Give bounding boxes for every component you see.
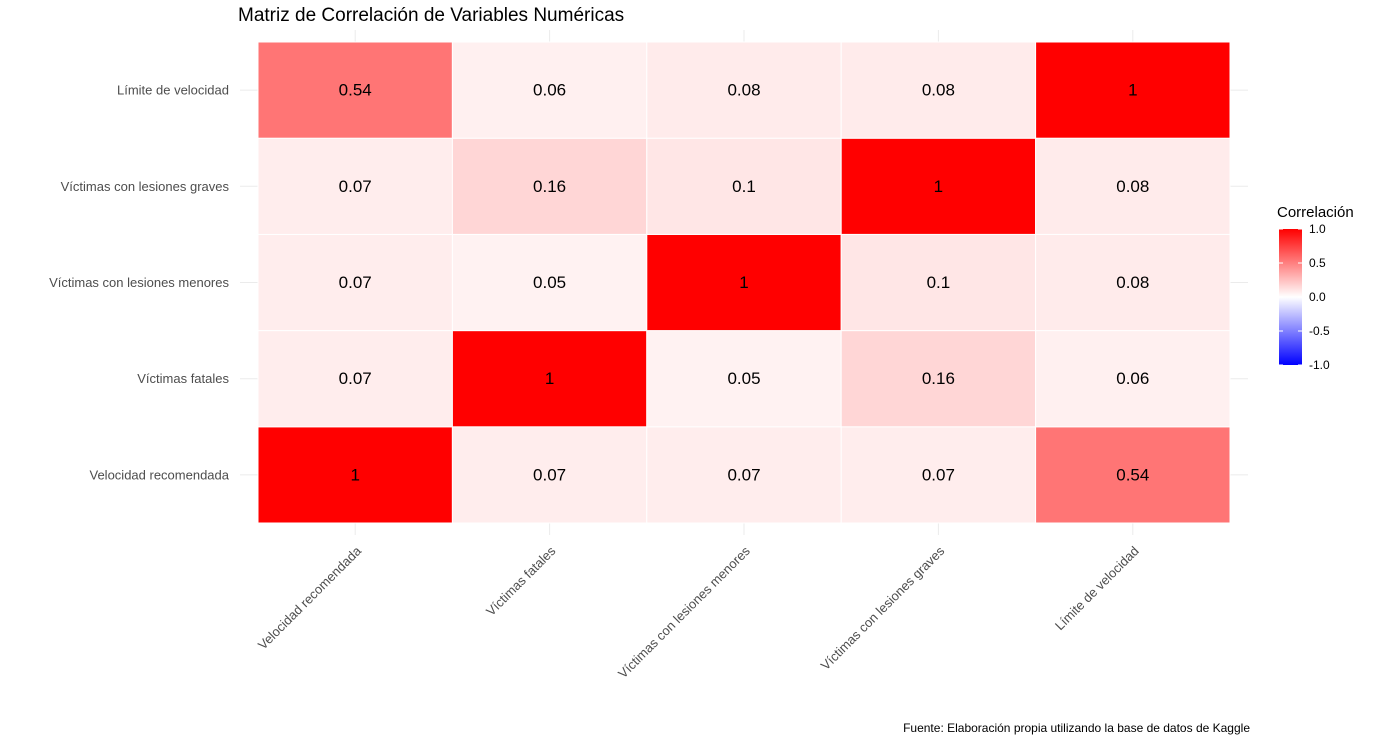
cell-value-label: 0.06 bbox=[1116, 369, 1149, 388]
legend-tick-label: -1.0 bbox=[1309, 358, 1330, 372]
heatmap-cell bbox=[451, 233, 648, 332]
heatmap-cell bbox=[646, 41, 842, 139]
cell-value-label: 0.16 bbox=[922, 369, 955, 388]
legend-tick-label: 0.5 bbox=[1309, 256, 1326, 270]
y-axis: Velocidad recomendada Víctimas fatales Víc… bbox=[49, 83, 230, 483]
chart-caption: Fuente: Elaboración propia utilizando la… bbox=[903, 721, 1250, 735]
legend: Correlación 1.0 0.5 0.0 -0.5 -1.0 bbox=[1277, 204, 1354, 372]
heatmap-cell bbox=[1035, 41, 1231, 139]
cell-value-label: 0.07 bbox=[339, 177, 372, 196]
heatmap-cell bbox=[646, 233, 842, 332]
y-tick-label: Víctimas con lesiones graves bbox=[61, 179, 230, 194]
legend-tick-label: 1.0 bbox=[1309, 222, 1326, 236]
heatmap-cell bbox=[257, 233, 453, 332]
x-tick-label: Límite de velocidad bbox=[1052, 543, 1142, 633]
heatmap-cell bbox=[451, 137, 648, 235]
heatmap-cell bbox=[451, 426, 648, 524]
cell-value-label: 0.05 bbox=[533, 273, 566, 292]
x-axis: Velocidad recomendada Víctimas fatales Víc… bbox=[255, 543, 1142, 681]
x-tick-label: Víctimas con lesiones menores bbox=[615, 543, 753, 681]
heatmap-cell bbox=[257, 330, 453, 428]
cell-value-label: 1 bbox=[1128, 81, 1137, 100]
heatmap-cell bbox=[840, 426, 1037, 524]
heatmap-cell bbox=[646, 330, 842, 428]
heatmap-cell bbox=[451, 41, 648, 139]
cell-value-label: 1 bbox=[545, 369, 554, 388]
cell-value-label: 1 bbox=[350, 465, 359, 484]
y-tick-label: Víctimas con lesiones menores bbox=[49, 275, 229, 290]
cell-value-label: 0.06 bbox=[533, 81, 566, 100]
cell-value-label: 0.07 bbox=[727, 465, 760, 484]
legend-title: Correlación bbox=[1277, 204, 1354, 221]
legend-ticks: 1.0 0.5 0.0 -0.5 -1.0 bbox=[1279, 222, 1330, 372]
legend-colorbar bbox=[1279, 229, 1302, 365]
cell-value-label: 0.08 bbox=[922, 81, 955, 100]
legend-tick-label: -0.5 bbox=[1309, 324, 1330, 338]
cell-value-label: 0.16 bbox=[533, 177, 566, 196]
y-tick-label: Límite de velocidad bbox=[117, 83, 229, 98]
y-tick-label: Velocidad recomendada bbox=[90, 467, 230, 482]
legend-tick-label: 0.0 bbox=[1309, 290, 1326, 304]
x-tick-label: Víctimas con lesiones graves bbox=[818, 543, 948, 673]
cell-value-label: 0.05 bbox=[727, 369, 760, 388]
heatmap-cell bbox=[840, 137, 1037, 235]
cell-value-label: 0.1 bbox=[732, 177, 756, 196]
heatmap-cell bbox=[1035, 137, 1231, 235]
heatmap-cell bbox=[646, 426, 842, 524]
heatmap-cell bbox=[257, 137, 453, 235]
heatmap-cell bbox=[1035, 330, 1231, 428]
heatmap-cell bbox=[840, 41, 1037, 139]
cell-value-label: 0.07 bbox=[339, 369, 372, 388]
cell-value-label: 0.07 bbox=[339, 273, 372, 292]
cell-value-label: 0.08 bbox=[1116, 177, 1149, 196]
heatmap-cell bbox=[257, 41, 453, 139]
heatmap-cell-labels: 1 0.07 0.07 0.07 0.54 0.07 1 0.05 0.16 0.06 0.07 0.… bbox=[339, 81, 1150, 485]
cell-value-label: 0.08 bbox=[1116, 273, 1149, 292]
cell-value-label: 0.54 bbox=[1116, 465, 1149, 484]
cell-value-label: 1 bbox=[739, 273, 748, 292]
cell-value-label: 0.54 bbox=[339, 81, 372, 100]
heatmap-cell bbox=[451, 330, 648, 428]
cell-value-label: 0.07 bbox=[533, 465, 566, 484]
heatmap-cell bbox=[840, 330, 1037, 428]
cell-value-label: 0.1 bbox=[927, 273, 951, 292]
cell-value-label: 0.08 bbox=[727, 81, 760, 100]
x-tick-label: Velocidad recomendada bbox=[255, 543, 365, 653]
cell-value-label: 1 bbox=[934, 177, 943, 196]
chart-title: Matriz de Correlación de Variables Numér… bbox=[238, 5, 624, 26]
heatmap-cells bbox=[257, 41, 1231, 524]
x-tick-label: Víctimas fatales bbox=[483, 543, 559, 619]
y-tick-label: Víctimas fatales bbox=[137, 371, 229, 386]
cell-value-label: 0.07 bbox=[922, 465, 955, 484]
heatmap-cell bbox=[1035, 426, 1231, 524]
